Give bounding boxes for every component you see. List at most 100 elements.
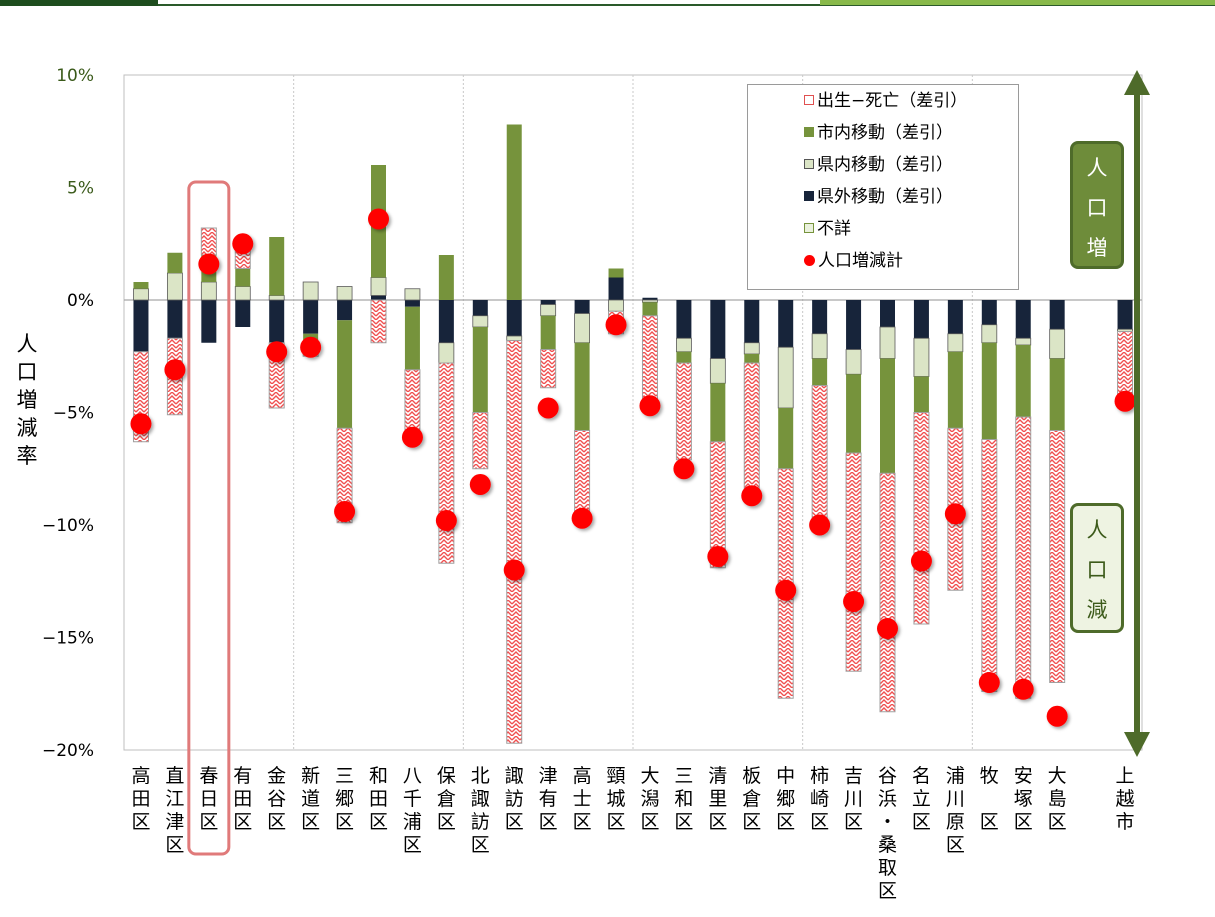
- bar-segment-intracity: [676, 351, 692, 363]
- x-tick-label: 津有区: [538, 765, 558, 833]
- x-tick-label: 頸城区: [606, 765, 626, 833]
- x-tick-label: 清里区: [708, 765, 728, 833]
- bar-segment-interprefecture: [371, 295, 386, 300]
- bar-segment-intraprefecture: [845, 349, 862, 375]
- bar-segment-births-deaths: [1117, 331, 1134, 398]
- bar-segment-interprefecture: [303, 300, 319, 334]
- x-tick-label: 金谷区: [267, 765, 287, 833]
- total-point: [809, 514, 831, 536]
- legend-item-intracity: 市内移動（差引）: [804, 122, 953, 144]
- x-tick-label: 大島区: [1047, 765, 1067, 833]
- bar-segment-intraprefecture: [913, 337, 930, 377]
- bar-segment-intracity: [269, 237, 285, 296]
- total-point: [469, 474, 491, 495]
- legend-item-unknown: 不詳: [804, 218, 851, 240]
- x-tick-label: 有田区: [233, 765, 253, 833]
- bar-segment-intracity: [438, 255, 454, 300]
- y-tick-label: −20%: [42, 741, 94, 761]
- bar-segment-intracity: [812, 358, 828, 386]
- bar-segment-intraprefecture: [506, 335, 523, 341]
- bar-segment-interprefecture: [1117, 300, 1133, 330]
- bar-segment-intraprefecture: [438, 342, 455, 364]
- bar-segment-intracity: [404, 306, 420, 370]
- bar-segment-births-deaths: [438, 362, 455, 564]
- bar-segment-births-deaths: [1015, 416, 1032, 699]
- bar-segment-interprefecture: [710, 300, 726, 359]
- bar-segment-interprefecture: [337, 300, 353, 321]
- bar-segment-intracity: [540, 315, 556, 350]
- y-tick-label: 10%: [56, 66, 94, 86]
- bar-segment-births-deaths: [675, 362, 692, 461]
- bar-segment-interprefecture: [744, 300, 760, 343]
- bar-segment-interprefecture: [1015, 300, 1031, 339]
- y-tick-label: −10%: [42, 516, 94, 536]
- bar-segment-interprefecture: [235, 300, 251, 327]
- y-tick-label: −5%: [53, 404, 94, 424]
- bar-segment-intraprefecture: [947, 333, 964, 353]
- total-point: [571, 507, 593, 529]
- x-tick-label: 高田区: [131, 765, 151, 833]
- total-point: [266, 341, 288, 363]
- total-point: [164, 359, 186, 381]
- bar-segment-intracity: [235, 268, 251, 287]
- x-tick-label: 大潟区: [640, 765, 660, 833]
- bar-segment-interprefecture: [472, 300, 488, 316]
- bar-segment-intraprefecture: [1049, 328, 1066, 359]
- y-tick-label: −15%: [42, 629, 94, 649]
- bar-segment-intraprefecture: [370, 277, 387, 296]
- bar-segment-births-deaths: [1049, 430, 1066, 683]
- stacked-bars: [132, 124, 1134, 744]
- x-tick-label: 谷浜・桑取区: [877, 765, 897, 902]
- x-tick-label: 春日区: [199, 765, 219, 833]
- total-point: [877, 618, 898, 639]
- bar-segment-intracity: [642, 302, 658, 316]
- bar-segment-intraprefecture: [811, 333, 828, 359]
- x-tick-label: 板倉区: [742, 765, 762, 833]
- legend-item-births-deaths: 出生−死亡（差引）: [804, 90, 967, 112]
- bar-segment-interprefecture: [133, 300, 149, 352]
- bar-segment-interprefecture: [167, 300, 183, 339]
- y-tick-label: 5%: [67, 179, 94, 199]
- bar-segment-intraprefecture: [472, 315, 489, 328]
- total-point: [198, 253, 220, 275]
- bar-segment-intracity: [1049, 358, 1065, 431]
- total-point: [130, 413, 152, 435]
- x-tick-label: 北諏訪区: [470, 765, 490, 856]
- bar-segment-intraprefecture: [642, 299, 658, 303]
- bar-segment-intracity: [981, 342, 997, 440]
- bar-segment-intracity: [574, 342, 590, 431]
- bar-segment-intraprefecture: [709, 358, 726, 384]
- total-point: [741, 485, 763, 507]
- highlight-box: [187, 180, 231, 856]
- y-axis-ticks: 10% 5% 0% −5% −10% −15% −20%: [42, 66, 94, 761]
- bar-segment-interprefecture: [812, 300, 828, 334]
- total-point: [775, 579, 797, 601]
- bar-segment-intracity: [947, 351, 963, 429]
- total-point: [605, 314, 627, 336]
- total-point: [910, 550, 932, 572]
- bar-segment-births-deaths: [913, 412, 930, 625]
- x-tick-label: 高士区: [572, 765, 592, 833]
- total-point: [978, 672, 1000, 693]
- bar-segment-interprefecture: [913, 300, 929, 339]
- legend-item-interprefecture: 県外移動（差引）: [804, 186, 953, 208]
- bar-segment-interprefecture: [778, 300, 794, 348]
- x-tick-label: 上越市: [1115, 765, 1135, 833]
- bar-segment-intracity: [744, 354, 760, 363]
- bar-segment-intracity: [913, 376, 929, 413]
- bar-segment-births-deaths: [506, 340, 523, 744]
- bar-segment-intracity: [506, 124, 522, 300]
- annotations: [187, 70, 1150, 856]
- bar-segment-interprefecture: [642, 297, 658, 300]
- bar-segment-births-deaths: [404, 369, 421, 434]
- x-tick-label: 浦川原区: [945, 765, 965, 856]
- x-tick-label: 諏訪区: [504, 765, 524, 833]
- x-tick-label: 直江津区: [165, 765, 185, 856]
- x-tick-label: 名立区: [911, 765, 931, 833]
- total-point: [537, 397, 559, 419]
- x-tick-label: 牧 区: [979, 765, 999, 833]
- bar-segment-intraprefecture: [200, 281, 217, 301]
- total-point: [639, 395, 661, 417]
- x-tick-label: 新道区: [301, 765, 321, 833]
- bar-segment-intraprefecture: [133, 288, 149, 301]
